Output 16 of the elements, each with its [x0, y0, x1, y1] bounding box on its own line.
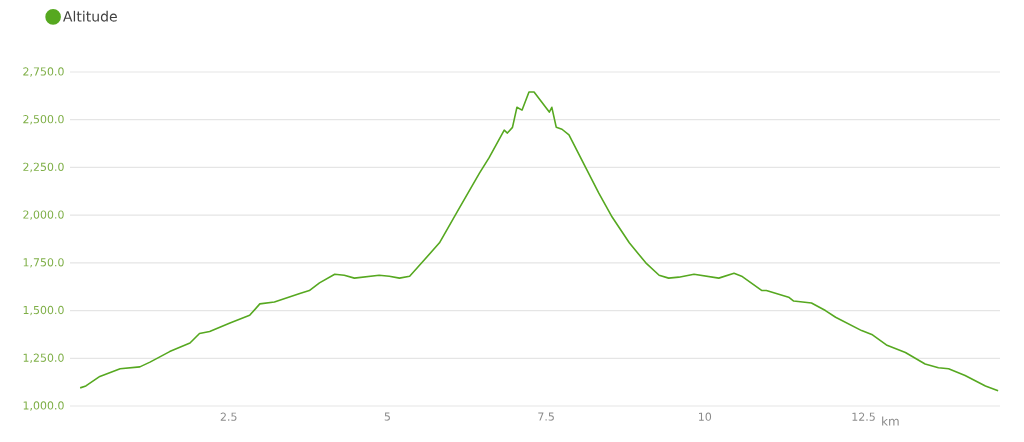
x-tick-label: 7.5	[538, 412, 554, 421]
legend-label: Altitude	[63, 10, 117, 22]
x-tick-label: 5	[384, 412, 390, 421]
x-tick-label: 10	[699, 412, 712, 421]
y-tick-label: 2,000.0	[23, 210, 64, 220]
y-tick-label: 1,750.0	[23, 258, 64, 268]
y-tick-label: 1,500.0	[23, 305, 64, 316]
x-tick-label: 12.5	[852, 412, 875, 421]
y-tick-label: 1,000.0	[23, 401, 64, 411]
y-tick-label: 1,250.0	[23, 353, 64, 363]
y-tick-label: 2,750.0	[23, 67, 64, 77]
line-series	[79, 91, 999, 392]
x-tick-label: 2.5	[220, 412, 237, 421]
x-axis-title: km	[882, 416, 899, 426]
y-tick-label: 2,250.0	[23, 162, 64, 173]
y-tick-label: 2,500.0	[23, 115, 64, 125]
